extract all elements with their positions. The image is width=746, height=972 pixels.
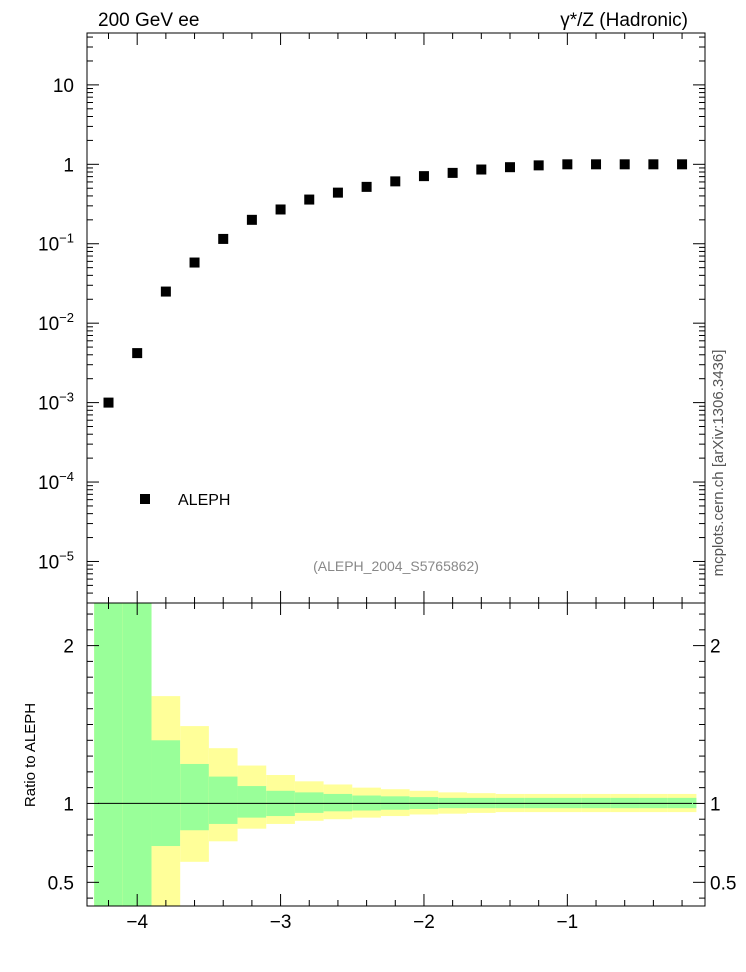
main-ticks: [87, 33, 705, 604]
legend-marker-aleph: [140, 494, 150, 504]
data-point: [132, 348, 143, 359]
data-point: [591, 159, 602, 170]
main-panel: 10 1 10−1 10−2 10−3 10−4 10−5 (ALEPH_2004_S576…: [38, 32, 706, 604]
ratio-y-tick-label-right: 1: [710, 794, 721, 815]
data-point: [447, 167, 458, 178]
ratio-ticks: [87, 603, 705, 906]
inner-band-bin-4: [208, 776, 238, 824]
data-point: [390, 176, 401, 187]
data-point: [304, 194, 315, 205]
main-y-tick-label: 10−1: [38, 231, 74, 256]
energy-label: 200 GeV ee: [98, 10, 199, 31]
main-y-tick-labels: 10 1 10−1 10−2 10−3 10−4 10−5: [38, 76, 74, 574]
data-point: [533, 160, 544, 171]
analysis-id: (ALEPH_2004_S5765862): [313, 558, 479, 574]
ratio-bands: [94, 603, 697, 906]
ratio-y-tick-label: 0.5: [48, 873, 74, 894]
inner-band-bin-5: [237, 786, 267, 818]
x-tick-label: −4: [126, 912, 148, 933]
x-tick-label: −1: [557, 912, 579, 933]
main-y-tick-label: 10: [53, 76, 74, 97]
ratio-y-tick-label-right: 2: [710, 637, 721, 658]
ratio-y-tick-labels: 0.5 0.5 1 1 2 2: [48, 637, 737, 895]
inner-band-bin-0: [94, 603, 123, 906]
main-y-tick-label: 10−5: [38, 548, 74, 573]
ratio-y-tick-label: 1: [63, 794, 74, 815]
data-point: [562, 159, 573, 170]
data-point: [246, 214, 257, 225]
main-frame: [86, 32, 706, 604]
main-y-tick-label: 10−3: [38, 390, 74, 415]
ratio-y-tick-label-right: 0.5: [710, 873, 736, 894]
inner-band-bin-1: [122, 603, 152, 906]
legend-label-aleph: ALEPH: [178, 492, 230, 509]
x-tick-label: −3: [270, 912, 292, 933]
data-point: [189, 257, 200, 268]
ratio-panel: 0.5 0.5 1 1 2 2 −4 −3 −2 −1 Ratio to ALEPH: [22, 602, 737, 933]
ratio-y-axis-title: Ratio to ALEPH: [22, 703, 39, 807]
ratio-y-tick-label: 2: [63, 637, 74, 658]
data-point: [648, 159, 659, 170]
x-tick-label: −2: [413, 912, 435, 933]
main-y-tick-label: 10−4: [38, 469, 74, 494]
inner-band-bin-2: [151, 740, 181, 847]
data-point: [160, 286, 171, 297]
legend: ALEPH: [140, 492, 230, 509]
x-tick-labels: −4 −3 −2 −1: [126, 912, 578, 933]
data-point: [418, 171, 429, 182]
main-y-tick-label: 1: [63, 155, 74, 176]
inner-band-bin-7: [294, 792, 324, 813]
main-y-tick-label: 10−2: [38, 310, 74, 335]
data-point: [476, 164, 487, 175]
data-point: [332, 187, 343, 198]
process-label: γ*/Z (Hadronic): [560, 10, 688, 31]
inner-band-bin-8: [323, 793, 353, 812]
data-markers: [103, 159, 688, 408]
data-point: [361, 181, 372, 192]
data-point: [218, 233, 229, 244]
data-point: [619, 159, 630, 170]
data-point: [275, 204, 286, 215]
data-point: [677, 159, 688, 170]
data-point: [103, 397, 114, 408]
side-label: mcplots.cern.ch [arXiv:1306.3436]: [710, 350, 727, 577]
data-point: [504, 162, 515, 173]
ratio-frame: [86, 602, 706, 907]
inner-band-bin-3: [180, 763, 209, 831]
